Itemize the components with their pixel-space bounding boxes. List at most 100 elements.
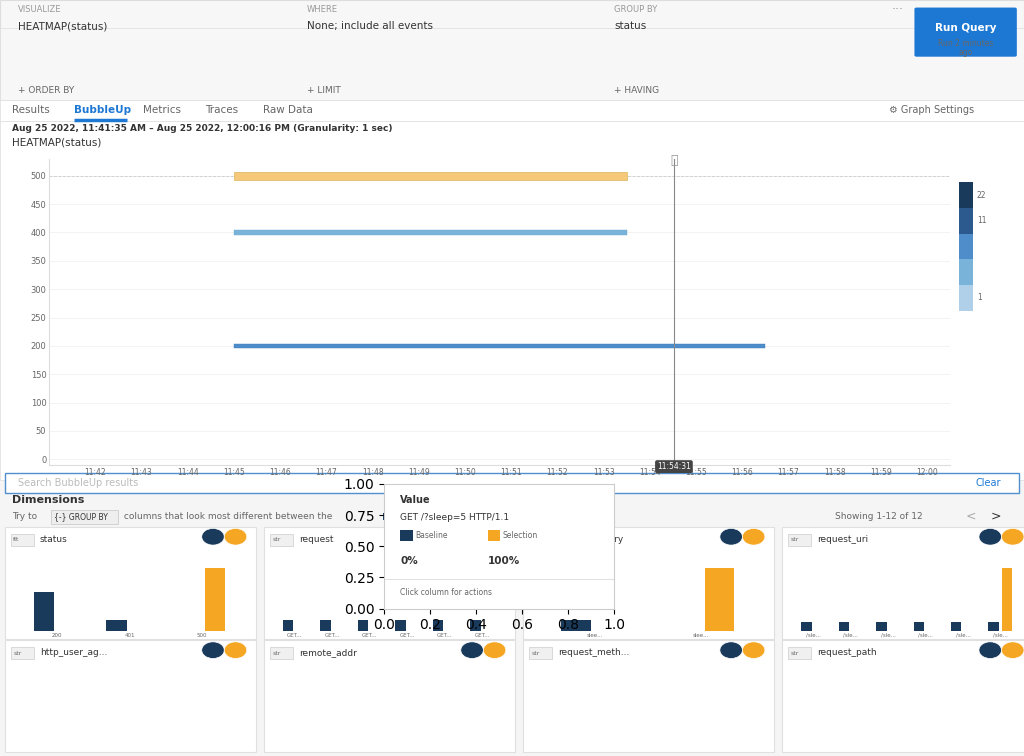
Bar <box>876 621 887 631</box>
Text: request: request <box>299 534 334 544</box>
Text: <: < <box>966 510 976 523</box>
Text: str: str <box>531 651 540 655</box>
Bar <box>234 230 627 234</box>
Text: str: str <box>531 538 540 542</box>
Text: str: str <box>791 538 799 542</box>
Bar <box>106 620 127 631</box>
Text: Clear: Clear <box>976 478 1001 488</box>
Text: fit: fit <box>13 538 19 542</box>
Text: request_query: request_query <box>558 534 624 544</box>
Text: columns that look most different between the: columns that look most different between… <box>121 512 335 521</box>
Text: Run 2 minutes: Run 2 minutes <box>938 39 993 48</box>
Text: Traces: Traces <box>205 105 238 116</box>
Bar <box>959 285 973 311</box>
Circle shape <box>224 528 247 545</box>
Bar <box>913 621 924 631</box>
Text: 22: 22 <box>977 191 986 200</box>
Text: ⚙ Graph Settings: ⚙ Graph Settings <box>889 105 974 116</box>
Text: status: status <box>614 21 646 32</box>
Bar <box>5 472 1019 493</box>
Bar <box>561 620 591 631</box>
Bar <box>959 208 973 234</box>
Text: VISUALIZE: VISUALIZE <box>18 5 61 14</box>
Bar <box>205 569 225 631</box>
Text: GROUP BY: GROUP BY <box>614 5 657 14</box>
Bar <box>459 513 468 520</box>
Text: 0%: 0% <box>400 556 418 566</box>
Bar <box>1001 569 1013 631</box>
Circle shape <box>202 642 224 658</box>
Bar <box>283 620 294 631</box>
Bar <box>0 28 1024 100</box>
Text: Try to: Try to <box>12 512 40 521</box>
Text: selection.: selection. <box>471 512 515 521</box>
Bar <box>529 647 552 659</box>
Bar <box>0 100 1024 121</box>
Circle shape <box>979 642 1001 658</box>
Bar <box>270 647 293 659</box>
Text: ago: ago <box>958 48 973 57</box>
Bar <box>321 620 331 631</box>
Text: + LIMIT: + LIMIT <box>307 86 341 95</box>
Text: http_user_ag...: http_user_ag... <box>40 648 108 657</box>
Text: ⍐: ⍐ <box>670 153 678 167</box>
Circle shape <box>742 642 765 658</box>
Text: baseline: baseline <box>395 512 433 521</box>
Text: str: str <box>791 651 799 655</box>
Bar <box>959 234 973 259</box>
Bar <box>5 527 256 639</box>
Bar <box>264 640 515 752</box>
Text: request_meth...: request_meth... <box>558 648 630 657</box>
Text: >: > <box>991 510 1001 523</box>
Text: Click column for actions: Click column for actions <box>400 588 493 597</box>
Text: Raw Data: Raw Data <box>263 105 313 116</box>
Text: remote_addr: remote_addr <box>299 648 357 657</box>
Bar <box>782 527 1024 639</box>
Bar <box>234 344 765 348</box>
Bar <box>270 534 293 546</box>
Bar <box>470 620 481 631</box>
Circle shape <box>742 528 765 545</box>
Text: str: str <box>272 538 281 542</box>
Circle shape <box>461 642 483 658</box>
Bar <box>264 527 515 639</box>
Circle shape <box>979 528 1001 545</box>
Text: Baseline: Baseline <box>415 531 447 540</box>
Text: Search BubbleUp results: Search BubbleUp results <box>18 478 138 488</box>
Text: request_uri: request_uri <box>817 534 868 544</box>
Circle shape <box>483 528 506 545</box>
Text: Dimensions: Dimensions <box>12 495 85 506</box>
Circle shape <box>483 642 506 658</box>
Bar <box>51 510 118 524</box>
Text: + HAVING: + HAVING <box>614 86 659 95</box>
Bar <box>383 513 392 520</box>
Bar <box>705 569 734 631</box>
Text: str: str <box>13 651 22 655</box>
Circle shape <box>224 642 247 658</box>
Text: Aug 25 2022, 11:41:35 AM – Aug 25 2022, 12:00:16 PM (Granularity: 1 sec): Aug 25 2022, 11:41:35 AM – Aug 25 2022, … <box>12 124 393 133</box>
Bar <box>34 592 54 631</box>
Bar <box>433 620 443 631</box>
Bar <box>0 0 1024 100</box>
Text: Run Query: Run Query <box>935 23 996 33</box>
Bar <box>5 640 256 752</box>
Circle shape <box>1001 642 1024 658</box>
Text: {-} GROUP BY: {-} GROUP BY <box>54 512 109 521</box>
Bar <box>234 172 627 180</box>
Bar <box>959 259 973 285</box>
Text: HEATMAP(status): HEATMAP(status) <box>12 137 101 147</box>
Bar <box>788 534 811 546</box>
Circle shape <box>202 528 224 545</box>
Text: 11: 11 <box>977 216 986 225</box>
Text: WHERE: WHERE <box>307 5 338 14</box>
Text: status: status <box>40 534 68 544</box>
Bar <box>529 534 552 546</box>
Text: Selection: Selection <box>503 531 538 540</box>
Text: Metrics: Metrics <box>143 105 181 116</box>
Bar <box>487 530 501 541</box>
Text: BubbleUp: BubbleUp <box>74 105 131 116</box>
Text: Value: Value <box>400 495 431 505</box>
Bar <box>357 620 369 631</box>
Text: str: str <box>272 651 281 655</box>
Text: GET /?sleep=5 HTTP/1.1: GET /?sleep=5 HTTP/1.1 <box>400 513 509 522</box>
